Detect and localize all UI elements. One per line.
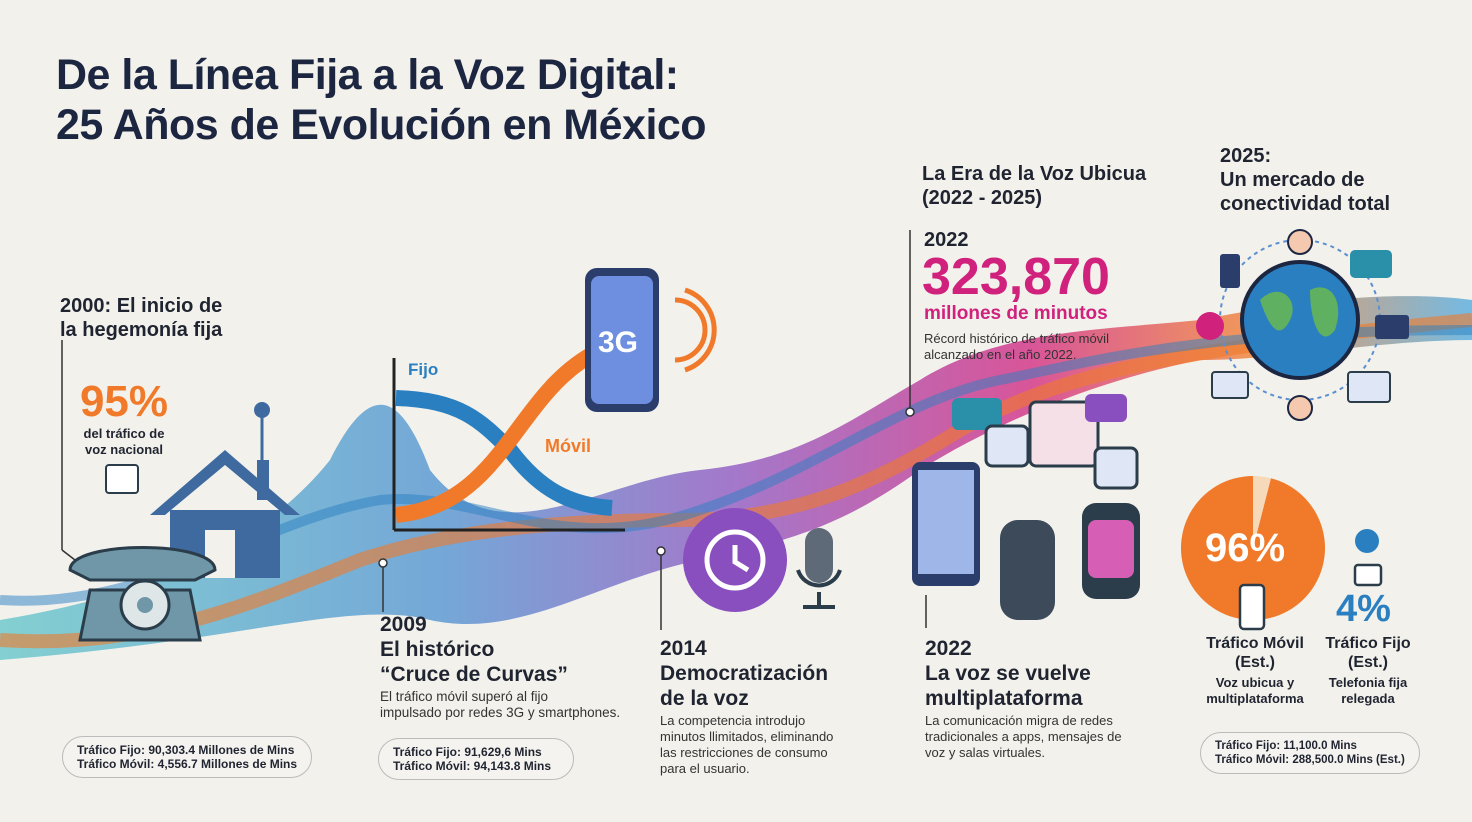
era-year: 2022 [924,229,969,251]
chart-label-fijo: Fijo [408,360,439,379]
smartphone-3g-icon [585,268,717,412]
movil-curve [395,342,604,523]
mobile-pct: 96% [1205,526,1286,570]
desk-phone-icon [105,464,139,494]
mobile-label: Tráfico Móvil (Est.) Voz ubicua y multipla… [1206,635,1304,706]
mobile-phone-icon [1238,583,1266,631]
landline-phone-icon [1353,563,1383,587]
era-big-number: 323,870 [922,248,1110,306]
pie-slice-fixed [1253,476,1271,548]
y2022-heading: 2022 La voz se vuelve multiplataforma [925,637,1091,710]
fixed-share-dot [1355,529,1379,553]
chart-label-movil: Móvil [545,436,592,456]
y2009-desc: El tráfico móvil superó al fijo impulsado… [380,689,621,720]
era-unit: millones de minutos [924,303,1108,324]
globe-icon [1196,229,1409,421]
fixed-pct: 4% [1336,588,1391,630]
y2014-desc: La competencia introdujo minutos llimitad… [660,713,834,776]
microphone-icon [796,528,842,609]
y2014-heading: 2014 Democratización de la voz [660,637,829,710]
y2000-heading: 2000: El inicio de la hegemonía fija [60,295,223,341]
era-desc: Récord histórico de tráfico móvil alcanza… [924,331,1109,362]
y2000-bubble: Tráfico Fijo: 90,303.4 Millones de Mins T… [62,736,313,778]
y2022-desc: La comunicación migra de redes tradiciona… [925,713,1122,760]
mobile-share-pie [1181,476,1325,620]
y2009-heading: 2009 El histórico “Cruce de Curvas” [380,613,568,686]
devices-icon [912,394,1140,620]
house-icon [150,402,300,578]
era-heading: La Era de la Voz Ubicua (2022 - 2025) [922,163,1147,209]
rotary-phone-icon [68,546,217,642]
y2025-bubble: Tráfico Fijo: 11,100.0 Mins Tráfico Móvil… [1200,732,1420,774]
phone-3g-label: 3G [598,326,639,359]
fixed-label: Tráfico Fijo (Est.) Telefonia fija relegad… [1325,635,1411,706]
y2009-bubble: Tráfico Fijo: 91,629,6 Mins Tráfico Móvil… [378,738,575,780]
page-title: De la Línea Fija a la Voz Digital: 25 Año… [56,51,707,149]
y2025-heading: 2025: Un mercado de conectividad total [1220,145,1391,215]
y2000-stat: 95% del tráfico de voz nacional [79,377,169,458]
